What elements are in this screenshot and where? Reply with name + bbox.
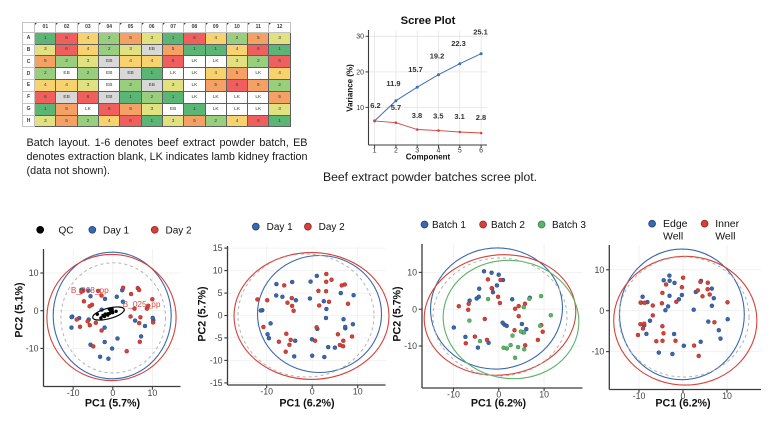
svg-text:3.1: 3.1	[454, 112, 464, 121]
svg-text:QC: QC	[59, 225, 74, 236]
svg-text:-10: -10	[210, 356, 223, 366]
svg-text:30: 30	[356, 34, 364, 41]
svg-text:6: 6	[479, 147, 483, 154]
svg-text:0: 0	[681, 391, 686, 401]
svg-text:3.8: 3.8	[412, 111, 422, 120]
svg-text:0: 0	[496, 390, 501, 400]
svg-text:0: 0	[218, 311, 223, 321]
svg-text:PC1 (6.2%): PC1 (6.2%)	[471, 397, 527, 409]
svg-text:5.7: 5.7	[391, 103, 401, 112]
svg-text:15: 15	[213, 243, 223, 253]
svg-text:-10: -10	[404, 341, 417, 351]
svg-text:-10: -10	[447, 390, 460, 400]
svg-text:4: 4	[437, 147, 441, 154]
svg-text:10: 10	[539, 390, 549, 400]
svg-text:Day 1: Day 1	[103, 225, 130, 236]
svg-text:B_068_pp: B_068_pp	[71, 285, 109, 295]
svg-text:Well: Well	[715, 231, 735, 243]
svg-text:PC1 (6.2%): PC1 (6.2%)	[279, 397, 335, 409]
svg-text:-10: -10	[67, 388, 80, 398]
svg-text:19.2: 19.2	[430, 52, 445, 61]
svg-text:15.7: 15.7	[408, 65, 423, 74]
svg-text:10: 10	[29, 268, 39, 278]
svg-text:5: 5	[218, 288, 223, 298]
svg-text:11.9: 11.9	[386, 79, 400, 88]
svg-text:-10: -10	[592, 347, 605, 357]
svg-text:Day 2: Day 2	[166, 225, 193, 236]
svg-text:PC1 (6.2%): PC1 (6.2%)	[655, 397, 711, 409]
svg-text:6.2: 6.2	[370, 101, 380, 110]
svg-text:3.5: 3.5	[433, 112, 443, 121]
svg-text:10: 10	[353, 387, 363, 397]
svg-text:Component: Component	[406, 152, 451, 161]
svg-text:3: 3	[415, 147, 419, 154]
svg-text:-10: -10	[26, 344, 39, 354]
svg-text:Edge: Edge	[663, 218, 688, 230]
svg-text:10: 10	[148, 388, 158, 398]
svg-text:0: 0	[34, 306, 39, 316]
svg-text:-5: -5	[215, 333, 223, 343]
svg-text:Well: Well	[663, 231, 683, 243]
svg-text:-10: -10	[260, 387, 273, 397]
svg-text:-15: -15	[210, 378, 223, 388]
svg-text:PC1 (5.7%): PC1 (5.7%)	[85, 397, 141, 409]
svg-text:0: 0	[599, 306, 604, 316]
svg-text:Scree Plot: Scree Plot	[401, 15, 456, 27]
svg-text:2.8: 2.8	[476, 113, 486, 122]
svg-text:PC2 (5.1%): PC2 (5.1%)	[13, 282, 25, 338]
svg-text:Batch 2: Batch 2	[491, 220, 525, 231]
svg-text:2: 2	[394, 147, 398, 154]
svg-text:10: 10	[356, 105, 364, 112]
svg-text:B_025_pp: B_025_pp	[123, 299, 161, 309]
svg-text:5: 5	[458, 147, 462, 154]
svg-text:Batch 3: Batch 3	[552, 220, 586, 231]
svg-text:1: 1	[373, 147, 377, 154]
svg-text:22.3: 22.3	[451, 39, 466, 48]
svg-text:20: 20	[356, 69, 364, 76]
svg-text:0: 0	[110, 388, 115, 398]
svg-text:Batch 1: Batch 1	[432, 220, 466, 231]
svg-text:0: 0	[310, 387, 315, 397]
svg-text:10: 10	[722, 391, 732, 401]
svg-text:10: 10	[407, 268, 417, 278]
svg-text:PC2 (5.7%): PC2 (5.7%)	[392, 286, 404, 342]
svg-text:Day 2: Day 2	[319, 222, 346, 233]
svg-text:Day 1: Day 1	[267, 222, 294, 233]
svg-text:-10: -10	[633, 391, 646, 401]
svg-text:Variance (%): Variance (%)	[346, 64, 355, 112]
svg-text:0: 0	[412, 304, 417, 314]
svg-text:10: 10	[213, 266, 223, 276]
svg-text:10: 10	[595, 265, 605, 275]
svg-text:25.1: 25.1	[473, 28, 488, 37]
svg-text:Inner: Inner	[715, 218, 739, 230]
svg-text:PC2 (5.7%): PC2 (5.7%)	[196, 286, 208, 342]
